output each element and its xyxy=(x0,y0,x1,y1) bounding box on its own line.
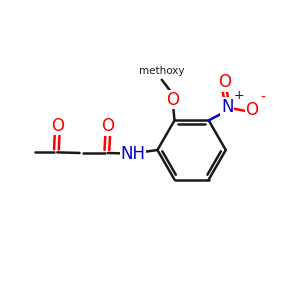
Text: O: O xyxy=(218,73,231,91)
Text: O: O xyxy=(51,117,64,135)
Text: N: N xyxy=(221,98,233,116)
Text: -: - xyxy=(260,91,265,105)
Text: O: O xyxy=(246,101,259,119)
Text: methoxy: methoxy xyxy=(139,66,184,76)
Text: +: + xyxy=(234,89,244,102)
Text: NH: NH xyxy=(121,145,146,163)
Text: O: O xyxy=(101,117,114,135)
Text: O: O xyxy=(167,91,179,109)
